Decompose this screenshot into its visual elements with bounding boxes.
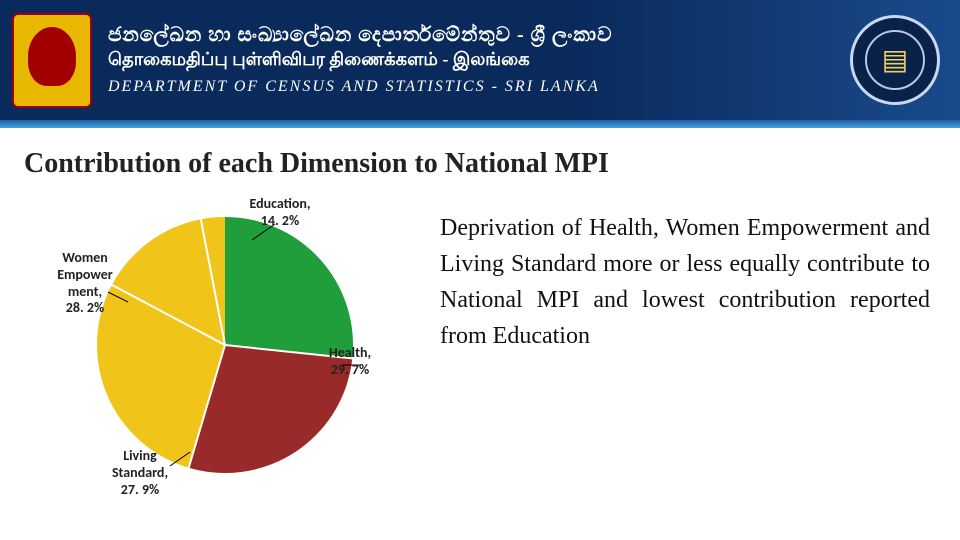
header-banner: ජනලේඛන හා සංඛ්‍යාලේඛන දෙපාර්තමේන්තුව - ශ…: [0, 0, 960, 120]
pie-label: WomenEmpowerment,28. 2%: [40, 250, 130, 317]
statistics-dept-seal-icon: [850, 15, 940, 105]
content-row: Education,14. 2% Health,29. 7% LivingStand…: [0, 190, 960, 510]
pie-label: LivingStandard,27. 9%: [95, 448, 185, 498]
slide-title: Contribution of each Dimension to Nation…: [24, 148, 940, 180]
description-text: Deprivation of Health, Women Empowerment…: [440, 190, 940, 510]
pie-chart: Education,14. 2% Health,29. 7% LivingStand…: [40, 190, 420, 510]
pie-label: Education,14. 2%: [235, 196, 325, 230]
header-line-tamil: தொகைமதிப்பு புள்ளிவிபர திணைக்களம் - இலங்…: [108, 49, 850, 72]
header-text-block: ජනලේඛන හා සංඛ්‍යාලේඛන දෙපාර්තමේන්තුව - ශ…: [108, 24, 850, 96]
sri-lanka-emblem-icon: [12, 13, 92, 108]
pie-label: Health,29. 7%: [315, 345, 385, 379]
header-line-english: DEPARTMENT OF CENSUS AND STATISTICS - SR…: [108, 78, 850, 96]
header-line-sinhala: ජනලේඛන හා සංඛ්‍යාලේඛන දෙපාර්තමේන්තුව - ශ…: [108, 24, 850, 47]
